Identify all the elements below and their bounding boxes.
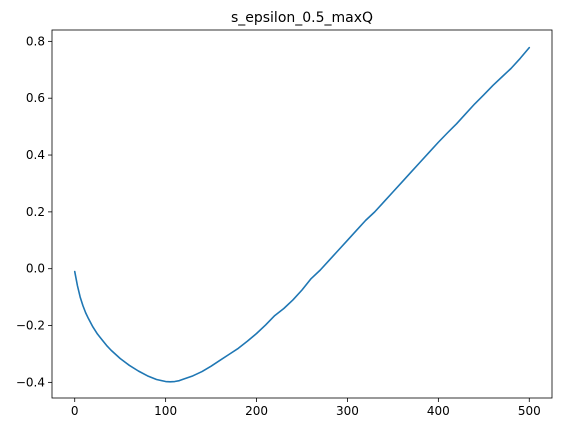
y-tick-label: 0.2 xyxy=(26,205,45,219)
x-tick-label: 200 xyxy=(245,404,268,418)
x-axis: 0 100 200 300 400 500 xyxy=(71,398,541,418)
y-tick-label: 0.4 xyxy=(26,148,45,162)
x-tick-label: 400 xyxy=(427,404,450,418)
y-tick-label: 0.6 xyxy=(26,91,45,105)
y-tick-label: −0.2 xyxy=(16,319,45,333)
y-tick-label: 0.0 xyxy=(26,262,45,276)
x-tick-label: 500 xyxy=(518,404,541,418)
y-tick-label: 0.8 xyxy=(26,34,45,48)
x-tick-label: 0 xyxy=(71,404,79,418)
plot-frame xyxy=(51,29,553,399)
chart-title: s_epsilon_0.5_maxQ xyxy=(231,10,373,26)
series-line xyxy=(73,46,531,383)
y-axis: −0.4 −0.2 0.0 0.2 0.4 0.6 0.8 xyxy=(16,34,52,389)
y-tick-label: −0.4 xyxy=(16,375,45,389)
plot-area xyxy=(52,30,552,398)
x-tick-label: 100 xyxy=(154,404,177,418)
x-tick-label: 300 xyxy=(336,404,359,418)
